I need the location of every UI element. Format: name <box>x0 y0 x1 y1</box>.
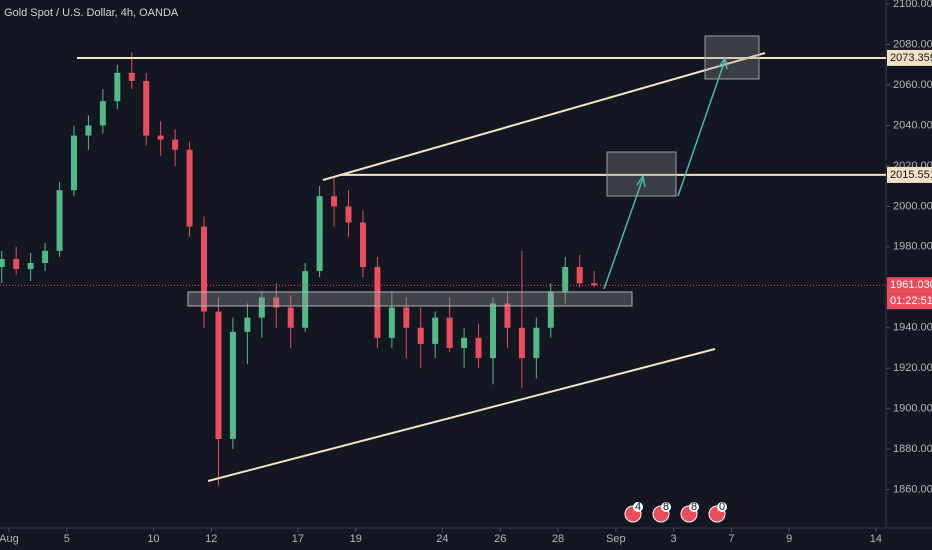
y-tick-label: 1860.000 <box>893 483 932 495</box>
event-badge-count <box>633 502 643 512</box>
candle-body <box>215 311 222 440</box>
candle-body <box>287 307 294 328</box>
candle-body <box>316 196 323 272</box>
event-badge-label: 8 <box>691 501 697 513</box>
candle-body <box>99 101 106 126</box>
candle-body <box>244 317 251 332</box>
candle-body <box>273 297 280 308</box>
arrow-head <box>636 175 646 188</box>
candle-body <box>417 327 424 344</box>
candle-body <box>374 267 381 338</box>
x-tick-label: Aug <box>0 533 19 545</box>
event-badge-count <box>717 502 727 512</box>
candle-body <box>258 297 265 318</box>
event-badge-label: 4 <box>635 501 641 513</box>
level-label-box <box>887 166 932 183</box>
arrow-head <box>718 57 728 70</box>
y-tick-label: 2000.000 <box>893 200 932 212</box>
level-label-box <box>887 49 932 66</box>
candle-body <box>229 331 236 440</box>
candle-body <box>0 258 5 268</box>
candle-body <box>446 317 453 348</box>
candle-body <box>576 267 583 284</box>
x-tick-label: 26 <box>494 533 506 545</box>
candle-body <box>547 291 554 328</box>
candle-body <box>172 139 179 150</box>
y-tick-label: 1920.000 <box>893 362 932 374</box>
candle-body <box>128 72 135 81</box>
candle-body <box>591 283 598 286</box>
y-tick-label: 1980.000 <box>893 241 932 253</box>
candle-body <box>70 135 77 191</box>
y-tick-label: 1900.000 <box>893 403 932 415</box>
candle-body <box>42 250 49 263</box>
candle-body <box>475 337 482 359</box>
trend-line <box>207 348 716 482</box>
candle-body <box>489 303 496 359</box>
candle-body <box>432 317 439 344</box>
x-tick-label: Sep <box>606 533 626 545</box>
plot <box>0 52 886 486</box>
candle-body <box>562 267 569 292</box>
candle-body <box>302 271 309 328</box>
x-tick-label: 14 <box>870 533 882 545</box>
candle-body <box>157 135 164 140</box>
x-tick-label: 7 <box>728 533 734 545</box>
candle-body <box>114 72 121 102</box>
trend-line <box>322 52 766 181</box>
candle-body <box>403 307 410 328</box>
x-tick-label: 24 <box>436 533 448 545</box>
y-tick-label: 2100.000 <box>893 0 932 10</box>
y-tick-label: 2060.000 <box>893 79 932 91</box>
candle-body <box>13 258 20 270</box>
candle-body <box>345 206 352 223</box>
event-badge-count <box>689 502 699 512</box>
countdown-label: 01:22:51 <box>890 295 932 307</box>
current-price-box <box>887 277 932 294</box>
candle-body <box>56 190 63 251</box>
countdown-box <box>887 293 932 310</box>
x-tick-label: 28 <box>552 533 564 545</box>
x-tick-label: 3 <box>671 533 677 545</box>
level-label: 2073.359 <box>890 52 932 64</box>
arrow <box>603 177 644 290</box>
target-zone <box>606 151 677 197</box>
candle-body <box>201 226 208 312</box>
candle-body <box>143 80 150 136</box>
candle-body <box>533 327 540 359</box>
x-tick-label: 12 <box>205 533 217 545</box>
candle-body <box>85 125 92 136</box>
x-tick-label: 5 <box>64 533 70 545</box>
chart-title: Gold Spot / U.S. Dollar, 4h, OANDA <box>4 7 179 19</box>
candle-body <box>461 337 468 348</box>
event-badge-label: 8 <box>663 501 669 513</box>
y-tick-label: 2040.000 <box>893 119 932 131</box>
event-badge-label: 0 <box>719 501 725 513</box>
candle-body <box>186 149 193 227</box>
candle-body <box>388 307 395 338</box>
support-zone <box>187 291 633 307</box>
level-label: 2015.551 <box>890 169 932 181</box>
y-tick-label: 1940.000 <box>893 322 932 334</box>
target-zone <box>704 35 760 80</box>
drawings <box>187 35 766 482</box>
x-tick-label: 9 <box>786 533 792 545</box>
y-tick-label: 2080.000 <box>893 38 932 50</box>
x-tick-label: 17 <box>292 533 304 545</box>
x-tick-label: 10 <box>147 533 159 545</box>
candle-body <box>504 303 511 328</box>
event-badge-count <box>661 502 671 512</box>
current-price-label: 1961.030 <box>890 279 932 291</box>
candle-body <box>518 327 525 359</box>
y-tick-label: 1880.000 <box>893 443 932 455</box>
arrow <box>677 59 726 197</box>
candle-body <box>359 222 366 268</box>
candle-body <box>27 263 34 270</box>
candle-body <box>331 196 338 207</box>
x-tick-label: 19 <box>350 533 362 545</box>
